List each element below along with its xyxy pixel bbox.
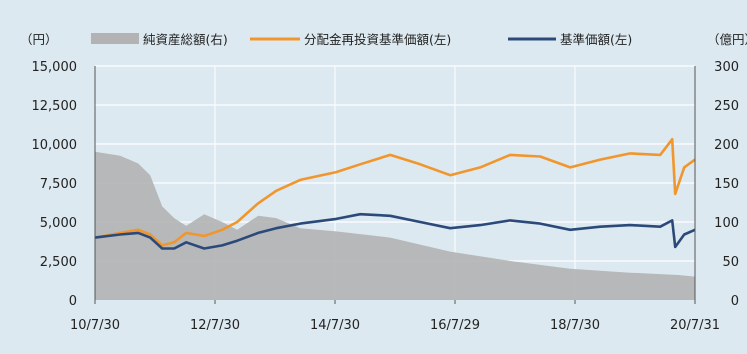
- left-axis-unit: （円）: [20, 32, 58, 47]
- right-tick-label: 50: [722, 255, 739, 270]
- x-tick-label: 12/7/30: [190, 318, 240, 333]
- right-tick-label: 150: [714, 177, 739, 192]
- right-tick-label: 100: [714, 216, 739, 231]
- legend-item-nav: 基準価額(左): [508, 32, 632, 47]
- x-tick-label: 20/7/31: [670, 318, 720, 333]
- reinvested-nav-line: [94, 138, 696, 247]
- right-tick-label: 250: [714, 99, 739, 114]
- line-layer: [94, 138, 696, 250]
- legend-label-nav: 基準価額(左): [560, 32, 632, 47]
- right-tick-label: 0: [731, 294, 739, 309]
- legend-label-net-assets: 純資産総額(右): [143, 32, 228, 47]
- left-tick-label: 12,500: [32, 99, 78, 114]
- left-tick-label: 5,000: [40, 216, 77, 231]
- left-tick-label: 15,000: [32, 60, 78, 75]
- axes: 15,000 300 12,500 250 10,000 200 7,500 150 5,000…: [32, 60, 740, 333]
- right-axis-unit: （億円）: [707, 32, 747, 47]
- legend: 純資産総額(右) 分配金再投資基準価額(左) 基準価額(左): [91, 32, 632, 47]
- left-tick-label: 2,500: [40, 255, 77, 270]
- left-tick-label: 10,000: [32, 138, 78, 153]
- nav-line: [94, 212, 696, 250]
- right-tick-label: 300: [714, 60, 739, 75]
- x-tick-label: 10/7/30: [70, 318, 120, 333]
- x-tick-label: 14/7/30: [310, 318, 360, 333]
- legend-label-reinvested-nav: 分配金再投資基準価額(左): [304, 32, 451, 47]
- right-tick-label: 200: [714, 138, 739, 153]
- left-tick-label: 7,500: [40, 177, 77, 192]
- legend-swatch-net-assets: [91, 33, 139, 44]
- area-layer: [95, 151, 695, 300]
- x-tick-label: 18/7/30: [550, 318, 600, 333]
- legend-item-net-assets: 純資産総額(右): [91, 32, 228, 47]
- net-assets-area: [95, 151, 695, 300]
- legend-item-reinvested-nav: 分配金再投資基準価額(左): [250, 32, 451, 47]
- left-tick-label: 0: [69, 294, 77, 309]
- x-tick-label: 16/7/29: [430, 318, 480, 333]
